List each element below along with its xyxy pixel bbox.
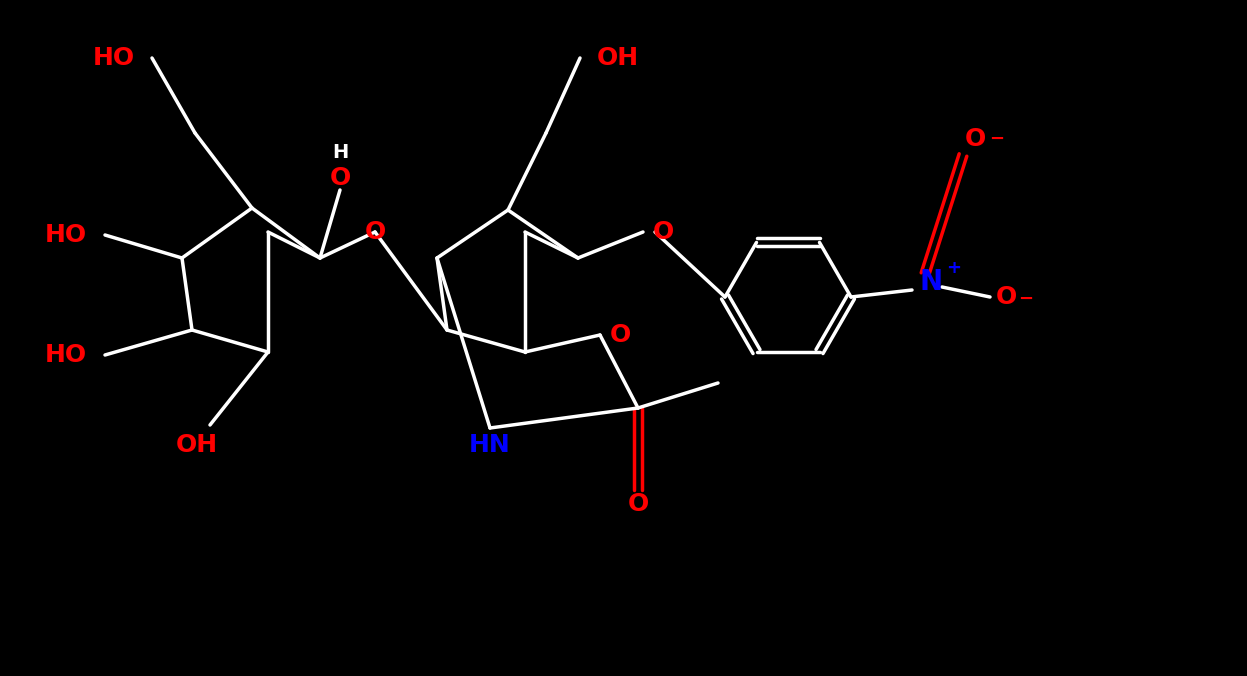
Text: OH: OH: [597, 46, 640, 70]
Text: O: O: [653, 220, 675, 244]
Text: HO: HO: [45, 223, 87, 247]
Text: OH: OH: [176, 433, 218, 457]
Text: −: −: [1018, 290, 1033, 308]
Text: O: O: [364, 220, 385, 244]
Text: O: O: [329, 166, 350, 190]
Text: HO: HO: [45, 343, 87, 367]
Text: O: O: [627, 492, 648, 516]
Text: O: O: [965, 127, 986, 151]
Text: +: +: [946, 259, 961, 277]
Text: O: O: [996, 285, 1018, 309]
Text: H: H: [332, 143, 348, 162]
Text: HO: HO: [92, 46, 135, 70]
Text: N: N: [920, 268, 943, 296]
Text: O: O: [610, 323, 631, 347]
Text: −: −: [989, 130, 1004, 148]
Text: HN: HN: [469, 433, 511, 457]
